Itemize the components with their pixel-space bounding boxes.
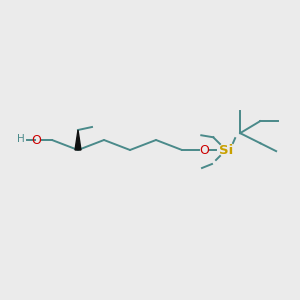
Text: Si: Si xyxy=(219,143,233,157)
Text: O: O xyxy=(31,134,41,146)
Polygon shape xyxy=(75,130,81,150)
Text: O: O xyxy=(199,143,209,157)
Text: H: H xyxy=(17,134,25,144)
